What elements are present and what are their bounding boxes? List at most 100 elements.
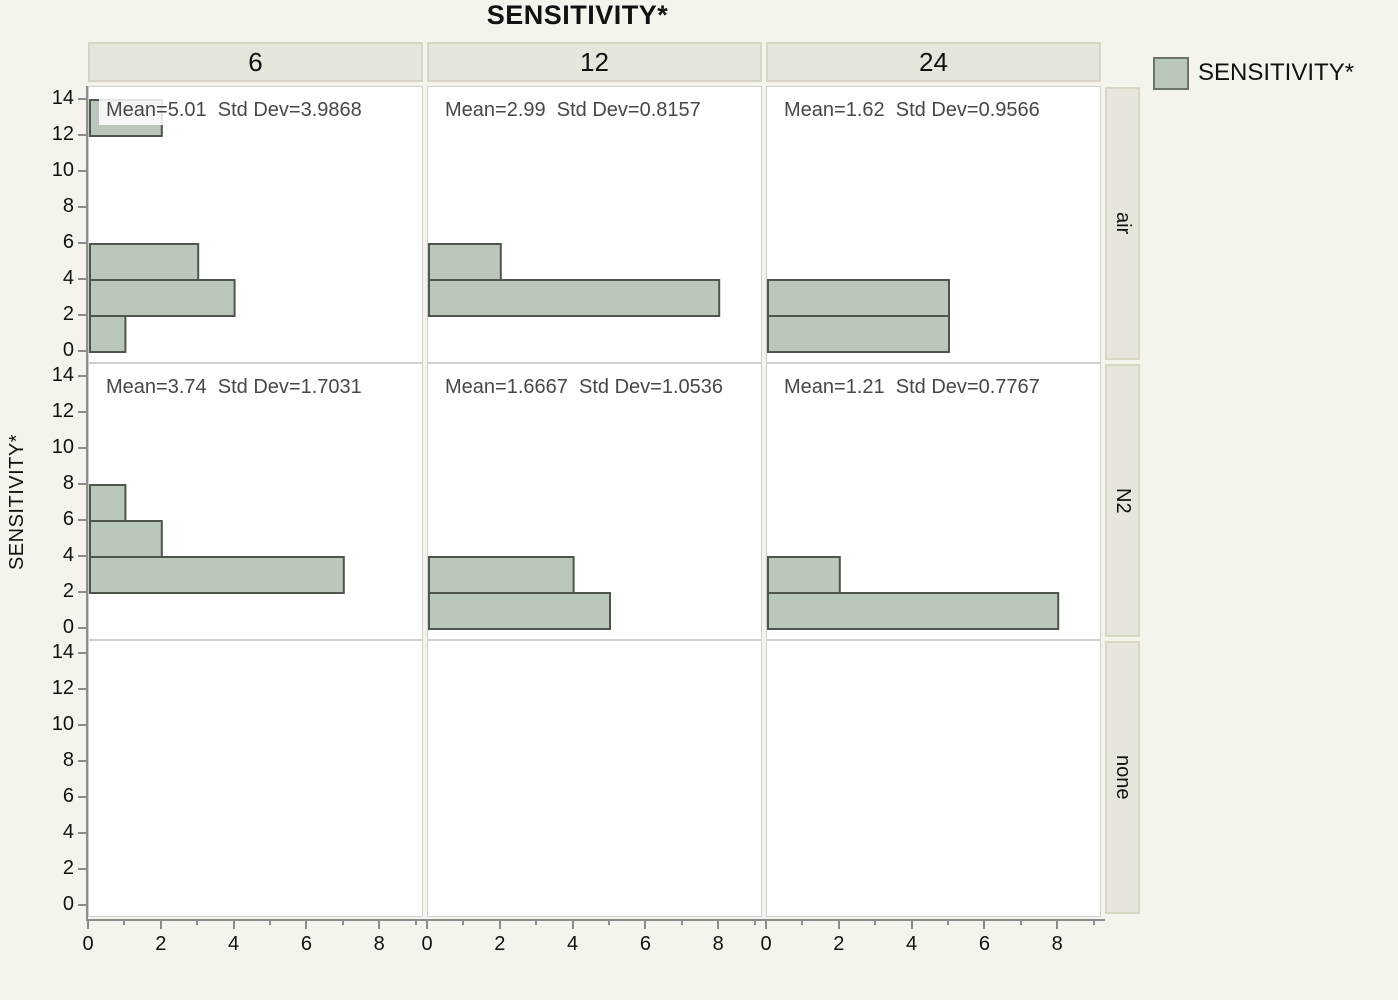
y-tick-N2-6	[78, 519, 87, 521]
row-strip-label: N2	[1112, 487, 1134, 514]
y-tick-label-none-4: 4	[62, 821, 74, 843]
bar-bin-0-2	[428, 592, 611, 630]
y-tick-none-12	[78, 688, 87, 690]
y-tick-air-6	[78, 242, 87, 244]
y-tick-label-N2-6: 6	[62, 508, 74, 530]
x-minor-tick-6-9	[414, 919, 417, 925]
y-tick-label-air-14: 14	[51, 87, 74, 109]
bar-bin-0-2	[767, 315, 950, 353]
row-strip-air: air	[1105, 87, 1140, 360]
x-tick-label-6-0: 0	[82, 933, 94, 955]
bar-bin-2-4	[767, 279, 950, 317]
y-tick-air-14	[78, 98, 87, 100]
y-tick-label-air-4: 4	[62, 267, 74, 289]
y-tick-N2-10	[78, 447, 87, 449]
x-tick-label-12-6: 6	[639, 933, 651, 955]
x-minor-tick-6-7	[341, 919, 344, 925]
bar-bin-6-8	[89, 484, 127, 522]
bar-bin-4-6	[428, 243, 502, 281]
column-header-6: 6	[88, 42, 423, 82]
stats-label-air-6: Mean=5.01 Std Dev=3.9868	[99, 96, 369, 125]
y-tick-none-0	[78, 904, 87, 906]
legend-swatch-icon	[1153, 56, 1189, 90]
bar-bin-2-4	[428, 556, 575, 594]
y-tick-air-8	[78, 206, 87, 208]
legend: SENSITIVITY*	[1153, 54, 1354, 92]
panel-none-12	[427, 640, 762, 917]
x-minor-tick-6-5	[269, 919, 271, 925]
bar-bin-2-4	[89, 556, 345, 594]
bar-bin-2-4	[767, 556, 841, 594]
y-tick-label-none-2: 2	[62, 857, 74, 879]
x-tick-label-24-8: 8	[1051, 933, 1063, 955]
row-strip-label: air	[1112, 212, 1134, 235]
chart-title: SENSITIVITY*	[486, 0, 669, 30]
x-tick-label-12-0: 0	[421, 933, 433, 955]
x-minor-tick-6-3	[196, 919, 199, 925]
bar-bin-4-6	[89, 243, 200, 281]
y-tick-label-air-0: 0	[62, 339, 74, 361]
row-strip-N2: N2	[1105, 364, 1140, 637]
bar-bin-2-4	[89, 279, 236, 317]
panel-air-12	[427, 86, 762, 363]
y-tick-N2-0	[78, 627, 87, 629]
y-tick-label-none-0: 0	[62, 893, 74, 915]
x-minor-tick-24-5	[947, 919, 949, 925]
y-tick-label-N2-14: 14	[51, 364, 74, 386]
x-tick-24-4	[910, 919, 913, 929]
histogram-bars	[89, 484, 345, 594]
y-tick-N2-14	[78, 375, 87, 377]
y-tick-label-N2-2: 2	[62, 580, 74, 602]
x-tick-12-6	[644, 919, 647, 929]
legend-label: SENSITIVITY*	[1198, 59, 1355, 86]
y-tick-N2-12	[78, 411, 87, 413]
x-tick-12-4	[571, 919, 574, 929]
histogram-bars	[767, 556, 1060, 630]
y-tick-label-air-10: 10	[51, 159, 74, 181]
y-tick-label-none-6: 6	[62, 785, 74, 807]
bar-bin-0-2	[767, 592, 1060, 630]
y-tick-none-8	[78, 760, 87, 762]
x-tick-12-2	[498, 919, 501, 929]
y-tick-none-10	[78, 724, 87, 726]
y-tick-label-N2-8: 8	[62, 472, 74, 494]
x-tick-label-12-2: 2	[494, 933, 506, 955]
y-tick-none-6	[78, 796, 87, 798]
y-tick-air-0	[78, 350, 87, 352]
histogram-bars	[428, 556, 611, 630]
y-tick-label-N2-0: 0	[62, 616, 74, 638]
x-tick-label-6-2: 2	[155, 933, 167, 955]
y-tick-none-14	[78, 652, 87, 654]
x-minor-tick-24-9	[1092, 919, 1095, 925]
x-minor-tick-24-1	[801, 919, 804, 925]
histogram-bars	[428, 243, 721, 317]
y-tick-air-12	[78, 134, 87, 136]
x-tick-12-8	[717, 919, 720, 929]
stats-label-N2-12: Mean=1.6667 Std Dev=1.0536	[438, 373, 730, 402]
x-tick-6-4	[232, 919, 235, 929]
x-tick-label-24-4: 4	[906, 933, 918, 955]
bar-bin-0-2	[89, 315, 127, 353]
y-tick-label-none-10: 10	[51, 713, 74, 735]
stats-label-air-12: Mean=2.99 Std Dev=0.8157	[438, 96, 708, 125]
x-tick-24-6	[983, 919, 986, 929]
column-header-24: 24	[766, 42, 1101, 82]
stats-label-N2-24: Mean=1.21 Std Dev=0.7767	[777, 373, 1047, 402]
bar-bin-4-6	[89, 520, 163, 558]
row-strip-label: none	[1112, 755, 1134, 800]
histogram-bars	[767, 279, 950, 353]
y-tick-none-4	[78, 832, 87, 834]
panel-N2-6	[88, 363, 423, 640]
y-tick-none-2	[78, 868, 87, 870]
x-tick-label-6-6: 6	[300, 933, 312, 955]
panel-N2-24	[766, 363, 1101, 640]
y-tick-air-10	[78, 170, 87, 172]
y-tick-N2-2	[78, 591, 87, 593]
y-tick-N2-4	[78, 555, 87, 557]
x-tick-label-6-8: 8	[373, 933, 385, 955]
stats-label-air-24: Mean=1.62 Std Dev=0.9566	[777, 96, 1047, 125]
panel-air-6	[88, 86, 423, 363]
y-tick-label-none-12: 12	[51, 677, 74, 699]
y-tick-label-N2-12: 12	[51, 400, 74, 422]
